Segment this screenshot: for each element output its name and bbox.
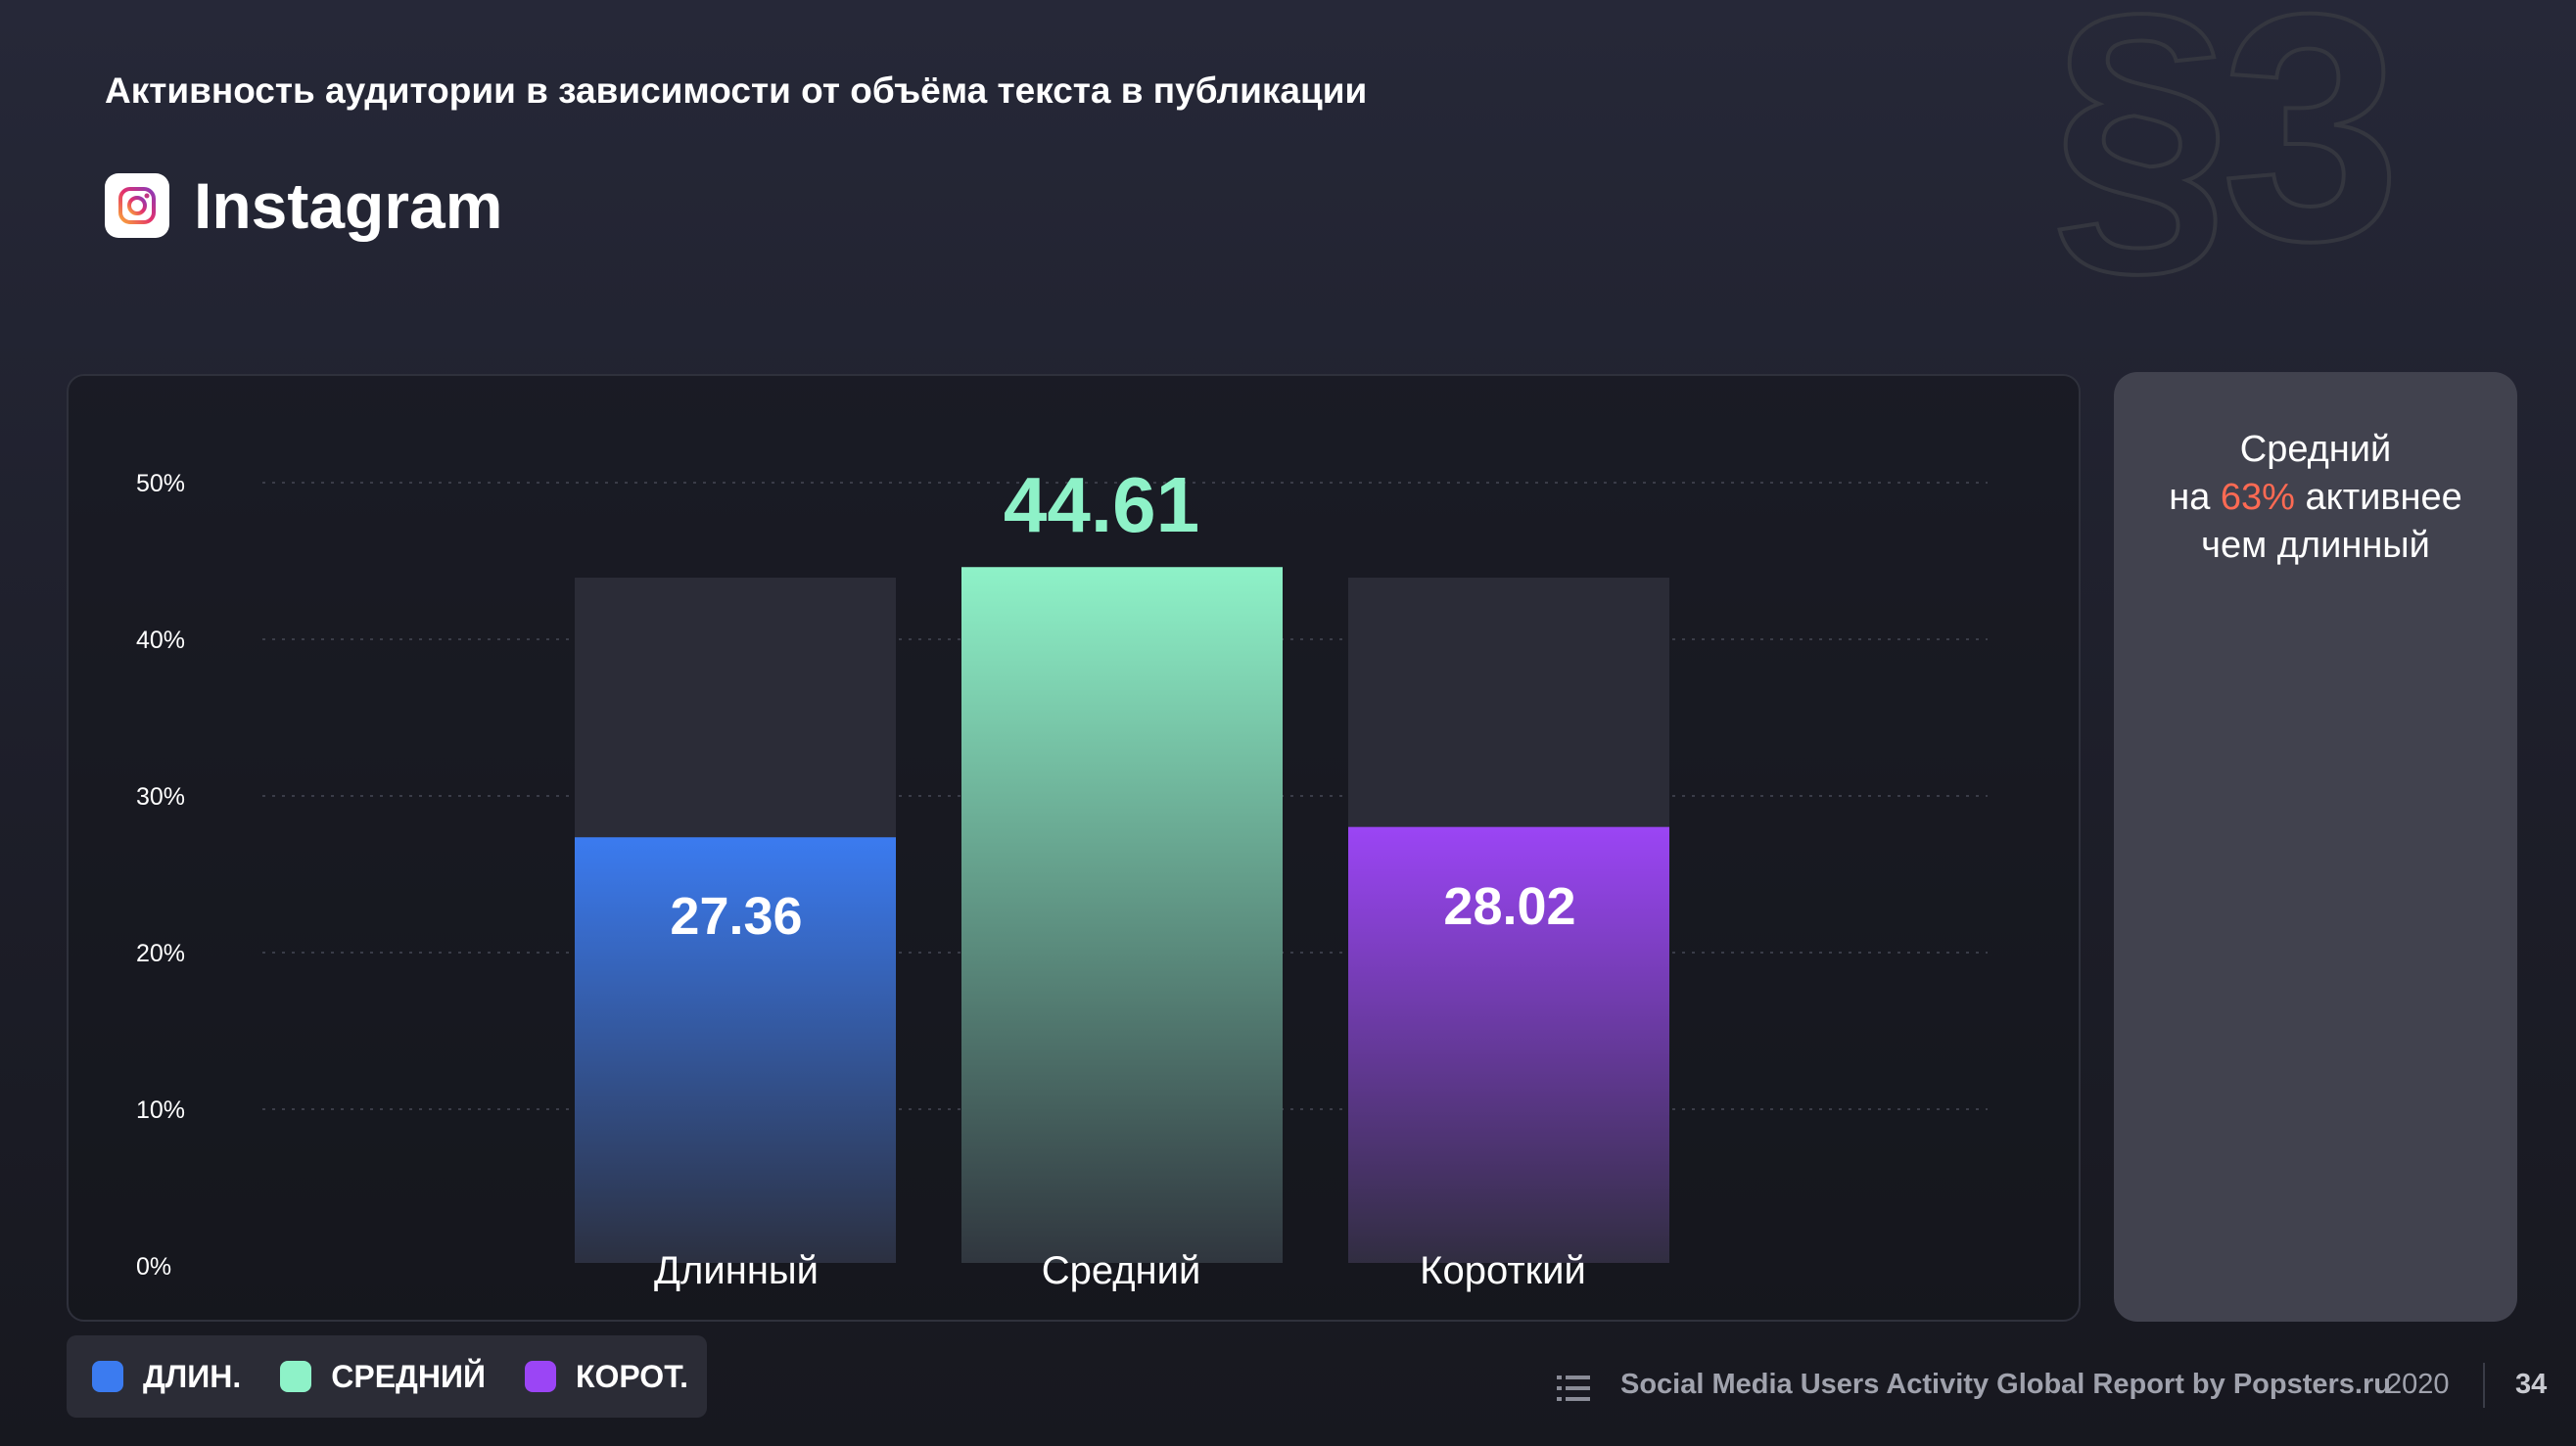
y-tick-label: 40% bbox=[136, 627, 186, 654]
legend-item-short: КОРОТ. bbox=[524, 1358, 689, 1395]
legend-item-long: ДЛИН. bbox=[92, 1359, 241, 1395]
footer-page-number: 34 bbox=[2515, 1369, 2548, 1400]
comparison-line-1: Средний bbox=[2239, 429, 2392, 470]
instagram-icon bbox=[105, 173, 169, 238]
legend-swatch-long bbox=[92, 1361, 123, 1392]
comparison-line-3: чем длинный bbox=[2201, 525, 2430, 566]
legend-label-short: КОРОТ. bbox=[575, 1358, 689, 1394]
bar-short bbox=[1348, 826, 1669, 1263]
category-label-medium: Средний bbox=[1041, 1249, 1201, 1292]
y-tick-label: 0% bbox=[136, 1253, 172, 1281]
platform-header: Instagram bbox=[105, 168, 502, 243]
category-label-short: Короткий bbox=[1420, 1249, 1586, 1292]
y-tick-label: 50% bbox=[136, 470, 186, 497]
bar-value-medium: 44.61 bbox=[1003, 461, 1200, 548]
comparison-accent-value: 63% bbox=[2220, 477, 2295, 518]
section-number: §3 bbox=[2049, 0, 2403, 309]
legend-swatch-short bbox=[524, 1361, 556, 1392]
comparison-panel: Средний на 63% активнее чем длинный bbox=[2114, 372, 2517, 1322]
comparison-text: Средний на 63% активнее чем длинный bbox=[2114, 426, 2517, 570]
footer-divider bbox=[2483, 1363, 2485, 1408]
platform-name: Instagram bbox=[194, 169, 503, 242]
footer-list-icon bbox=[1557, 1374, 1590, 1411]
bar-long bbox=[575, 837, 896, 1263]
legend-swatch-medium bbox=[280, 1361, 312, 1392]
footer-year: 2020 bbox=[2386, 1369, 2450, 1400]
comparison-line-2: на 63% активнее bbox=[2169, 477, 2462, 518]
page-title: Активность аудитории в зависимости от об… bbox=[105, 70, 1368, 111]
bar-value-long: 27.36 bbox=[670, 887, 803, 946]
category-label-long: Длинный bbox=[653, 1249, 820, 1292]
bar-value-short: 28.02 bbox=[1443, 877, 1576, 936]
legend-label-medium: СРЕДНИЙ bbox=[331, 1358, 486, 1394]
legend: ДЛИН. СРЕДНИЙ КОРОТ. bbox=[67, 1335, 707, 1418]
y-tick-label: 20% bbox=[136, 940, 186, 967]
footer-report-title: Social Media Users Activity Global Repor… bbox=[1620, 1369, 2391, 1400]
y-tick-label: 10% bbox=[136, 1096, 186, 1124]
legend-label-long: ДЛИН. bbox=[143, 1358, 242, 1394]
y-tick-label: 30% bbox=[136, 783, 186, 811]
legend-item-medium: СРЕДНИЙ bbox=[280, 1359, 486, 1395]
bar-medium bbox=[961, 567, 1283, 1263]
